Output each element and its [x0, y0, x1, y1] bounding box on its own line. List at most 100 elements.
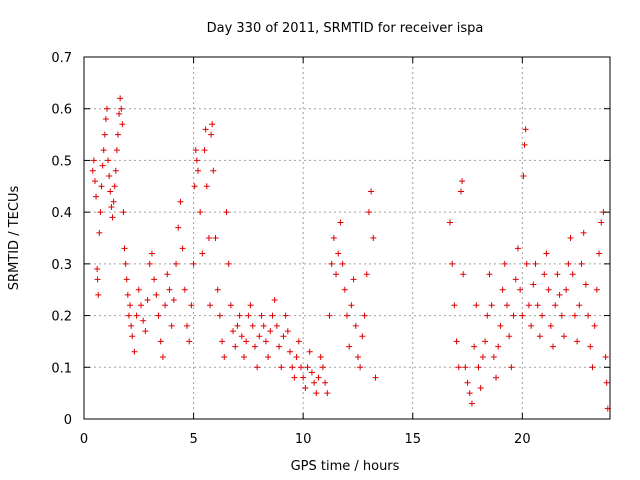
- data-point: [186, 338, 193, 345]
- data-point: [192, 147, 199, 154]
- data-point: [151, 276, 158, 283]
- data-point: [580, 229, 587, 236]
- data-point: [157, 338, 164, 345]
- data-point: [582, 281, 589, 288]
- data-point: [563, 286, 570, 293]
- data-point: [127, 302, 134, 309]
- data-point: [203, 183, 210, 190]
- data-point: [97, 209, 104, 216]
- data-point: [508, 364, 515, 371]
- data-point: [591, 322, 598, 329]
- data-point: [137, 302, 144, 309]
- data-point: [357, 364, 364, 371]
- data-point: [173, 260, 180, 267]
- data-point: [550, 343, 557, 350]
- data-point: [459, 178, 466, 185]
- data-point: [104, 105, 111, 112]
- data-point: [501, 260, 508, 267]
- data-point: [101, 131, 108, 138]
- data-point: [107, 188, 114, 195]
- data-point: [578, 260, 585, 267]
- data-point: [539, 312, 546, 319]
- data-point: [284, 328, 291, 335]
- data-point: [335, 250, 342, 257]
- data-point: [110, 198, 117, 205]
- data-point: [188, 302, 195, 309]
- data-point: [102, 116, 109, 123]
- data-point: [94, 266, 101, 273]
- data-point: [276, 343, 283, 350]
- data-point: [184, 322, 191, 329]
- data-point: [131, 348, 138, 355]
- x-tick-label: 10: [295, 432, 312, 447]
- data-point: [227, 302, 234, 309]
- data-point: [238, 333, 245, 340]
- data-point: [532, 260, 539, 267]
- data-point: [449, 260, 456, 267]
- data-point: [370, 235, 377, 241]
- data-point: [311, 379, 318, 386]
- data-point: [363, 271, 370, 278]
- data-point: [155, 312, 162, 319]
- data-point: [510, 312, 517, 319]
- data-point: [330, 235, 337, 241]
- data-point: [240, 353, 247, 360]
- data-point: [466, 390, 473, 397]
- data-point: [462, 364, 469, 371]
- data-point: [256, 333, 263, 340]
- data-point: [236, 312, 243, 319]
- data-point: [128, 322, 135, 329]
- data-point: [166, 286, 173, 293]
- y-tick-label: 0.3: [51, 258, 72, 273]
- data-point: [99, 162, 106, 169]
- data-point: [479, 353, 486, 360]
- data-point: [506, 333, 513, 340]
- axis-ticks: 0 5 10 15 20 0 0.1 0.2 0.3 0.4 0.5 0.6 0.7: [51, 51, 610, 447]
- data-point: [193, 157, 200, 164]
- data-point: [105, 157, 112, 164]
- data-point: [111, 183, 118, 190]
- data-point: [585, 312, 592, 319]
- data-point: [280, 333, 287, 340]
- data-point: [135, 286, 142, 293]
- data-point: [344, 312, 350, 319]
- data-point: [267, 328, 274, 335]
- data-point: [170, 297, 177, 304]
- data-point: [545, 286, 552, 293]
- plot-frame: [83, 56, 611, 420]
- data-point: [453, 338, 460, 345]
- data-point: [300, 374, 307, 381]
- data-point: [322, 379, 329, 386]
- data-point: [209, 121, 216, 128]
- data-point: [333, 271, 340, 278]
- data-point: [326, 312, 333, 319]
- data-point: [497, 322, 504, 329]
- x-axis-title: GPS time / hours: [291, 459, 400, 474]
- data-point: [190, 260, 197, 267]
- data-point: [164, 271, 171, 278]
- data-point: [350, 276, 357, 283]
- data-point: [313, 390, 320, 397]
- data-point: [447, 219, 454, 226]
- data-points: [89, 95, 611, 412]
- data-point: [225, 260, 232, 267]
- data-point: [341, 286, 348, 293]
- data-point: [205, 235, 212, 241]
- data-point: [361, 312, 368, 319]
- data-point: [547, 322, 554, 329]
- data-point: [482, 338, 489, 345]
- data-point: [490, 353, 497, 360]
- data-point: [541, 271, 548, 278]
- data-point: [372, 374, 379, 381]
- data-point: [100, 147, 107, 154]
- data-point: [91, 178, 98, 185]
- data-point: [112, 167, 119, 174]
- y-axis-title: SRMTID / TECUs: [7, 186, 22, 291]
- data-point: [457, 188, 464, 195]
- data-point: [602, 353, 609, 360]
- data-point: [214, 286, 221, 293]
- chart-title: Day 330 of 2011, SRMTID for receiver isp…: [207, 21, 484, 36]
- data-point: [90, 157, 97, 164]
